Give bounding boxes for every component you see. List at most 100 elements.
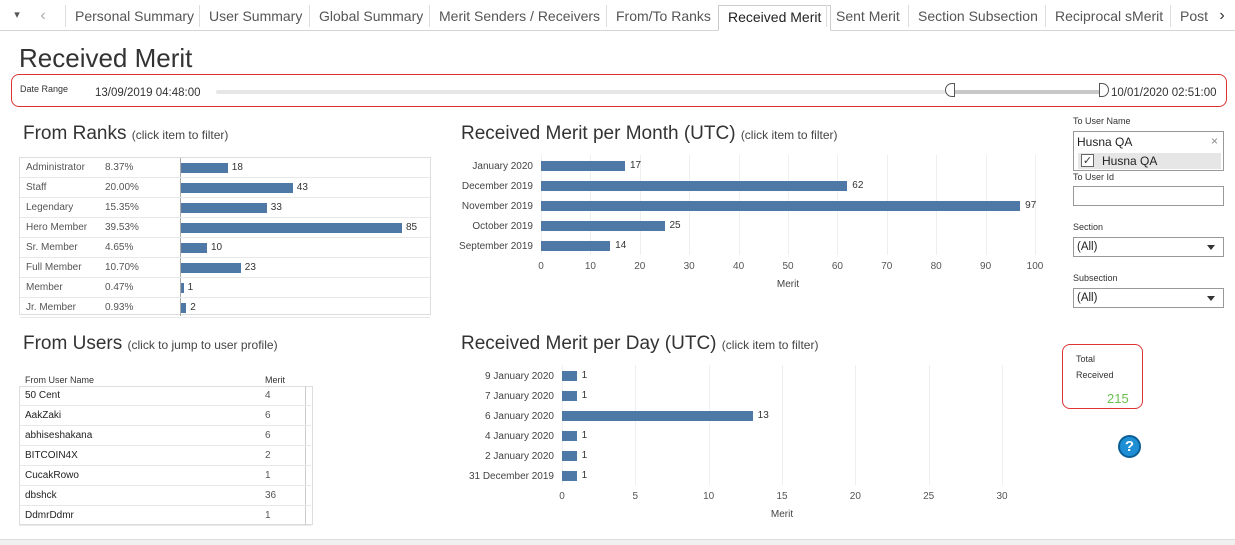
category-label[interactable]: September 2019 xyxy=(459,241,533,252)
bar[interactable] xyxy=(562,431,577,441)
rank-bar[interactable] xyxy=(181,223,402,233)
section-label: Section xyxy=(1073,222,1104,232)
bar[interactable] xyxy=(541,241,611,251)
rank-bar[interactable] xyxy=(181,203,267,213)
bar[interactable] xyxy=(562,451,577,461)
tab-user-summary[interactable]: User Summary xyxy=(199,5,311,27)
per-day-title: Received Merit per Day (UTC) (click item… xyxy=(461,333,818,355)
tab-global-summary[interactable]: Global Summary xyxy=(309,5,432,27)
bar[interactable] xyxy=(541,201,1021,211)
category-label[interactable]: 4 January 2020 xyxy=(485,431,554,442)
rank-row[interactable]: Hero Member 39.53% 85 xyxy=(20,218,430,238)
rank-row[interactable]: Jr. Member 0.93% 2 xyxy=(20,298,430,318)
bar[interactable] xyxy=(562,411,753,421)
tab-sent-merit[interactable]: Sent Merit xyxy=(826,5,909,27)
category-label[interactable]: 2 January 2020 xyxy=(485,451,554,462)
rank-bar[interactable] xyxy=(181,163,228,173)
category-label[interactable]: November 2019 xyxy=(461,201,533,212)
from-users-hint: (click to jump to user profile) xyxy=(127,338,278,352)
date-range-selection[interactable] xyxy=(950,90,1106,94)
rank-bar[interactable] xyxy=(181,243,207,253)
rank-row[interactable]: Legendary 15.35% 33 xyxy=(20,198,430,218)
x-tick-label: 30 xyxy=(683,261,695,272)
tab-prev-icon[interactable]: ‹ xyxy=(40,7,46,24)
category-label[interactable]: 6 January 2020 xyxy=(485,411,554,422)
rank-row[interactable]: Staff 20.00% 43 xyxy=(20,178,430,198)
data-label: 1 xyxy=(581,430,588,441)
category-label[interactable]: December 2019 xyxy=(461,181,533,192)
from-users-scrollbar[interactable] xyxy=(305,386,313,525)
table-row[interactable]: AakZaki 6 xyxy=(19,406,311,426)
bar[interactable] xyxy=(562,371,577,381)
x-tick-label: 15 xyxy=(776,491,788,502)
category-label[interactable]: 31 December 2019 xyxy=(468,471,554,482)
rank-row[interactable]: Member 0.47% 1 xyxy=(20,278,430,298)
user-name-link[interactable]: DdmrDdmr xyxy=(25,510,74,521)
user-name-link[interactable]: CucakRowo xyxy=(25,470,79,481)
help-icon[interactable]: ? xyxy=(1118,435,1141,458)
table-row[interactable]: dbshck 36 xyxy=(19,486,311,506)
to-user-option[interactable]: ✓ Husna QA xyxy=(1078,153,1221,169)
rank-bar[interactable] xyxy=(181,303,187,313)
to-user-name-filter[interactable]: Husna QA × ✓ Husna QA xyxy=(1073,131,1224,171)
rank-bar[interactable] xyxy=(181,283,184,293)
table-row[interactable]: BITCOIN4X 2 xyxy=(19,446,311,466)
rank-row[interactable]: Administrator 8.37% 18 xyxy=(20,158,430,178)
checkbox-checked-icon[interactable]: ✓ xyxy=(1081,154,1094,167)
rank-name: Member xyxy=(26,282,63,293)
data-label: 1 xyxy=(581,370,588,381)
tab-menu-icon[interactable]: ▾ xyxy=(14,9,20,21)
tab-received-merit[interactable]: Received Merit xyxy=(718,5,832,31)
page-title: Received Merit xyxy=(19,43,193,73)
from-users-title-text: From Users xyxy=(23,333,123,354)
rank-bar[interactable] xyxy=(181,183,293,193)
category-label[interactable]: 9 January 2020 xyxy=(485,371,554,382)
per-month-title: Received Merit per Month (UTC) (click it… xyxy=(461,123,838,145)
per-month-chart[interactable]: 0 10 20 30 40 50 60 70 80 90 100 January 2020 17 Dece… xyxy=(440,155,1060,305)
rank-bar[interactable] xyxy=(181,263,241,273)
tab-from-to-ranks[interactable]: From/To Ranks xyxy=(606,5,720,27)
category-label[interactable]: 7 January 2020 xyxy=(485,391,554,402)
user-name-link[interactable]: 50 Cent xyxy=(25,390,61,401)
user-name-link[interactable]: dbshck xyxy=(25,490,57,501)
subsection-value: (All) xyxy=(1077,292,1098,304)
table-row[interactable]: abhiseshakana 6 xyxy=(19,426,311,446)
data-label: 62 xyxy=(852,180,864,191)
tab-section-subsection[interactable]: Section Subsection xyxy=(908,5,1047,27)
bar[interactable] xyxy=(562,471,577,481)
to-user-id-input[interactable] xyxy=(1073,186,1224,206)
user-name-link[interactable]: BITCOIN4X xyxy=(25,450,78,461)
tab-personal-summary[interactable]: Personal Summary xyxy=(65,5,203,27)
gridline xyxy=(1035,155,1036,255)
tab-next-icon[interactable]: › xyxy=(1219,7,1225,24)
table-row[interactable]: DdmrDdmr 1 xyxy=(19,506,311,526)
user-name-link[interactable]: AakZaki xyxy=(25,410,62,421)
rank-row[interactable]: Full Member 10.70% 23 xyxy=(20,258,430,278)
per-day-chart[interactable]: 0 5 10 15 20 25 30 9 January 2020 1 7 January 202… xyxy=(440,365,1060,525)
bar[interactable] xyxy=(541,161,625,171)
bar[interactable] xyxy=(541,181,848,191)
total-received-card: Total Received 215 xyxy=(1062,344,1143,409)
table-row[interactable]: CucakRowo 1 xyxy=(19,466,311,486)
total-value: 215 xyxy=(1107,391,1129,406)
clear-icon[interactable]: × xyxy=(1210,134,1218,148)
category-label[interactable]: October 2019 xyxy=(472,221,533,232)
date-range-end-handle[interactable] xyxy=(1099,83,1109,97)
rank-pct: 10.70% xyxy=(105,262,139,273)
table-row[interactable]: 50 Cent 4 xyxy=(19,386,311,406)
category-label[interactable]: January 2020 xyxy=(472,161,533,172)
section-dropdown[interactable]: (All) xyxy=(1073,237,1224,257)
tab-reciprocal-smerit[interactable]: Reciprocal sMerit xyxy=(1045,5,1172,27)
bar[interactable] xyxy=(562,391,577,401)
bar[interactable] xyxy=(541,221,665,231)
user-name-link[interactable]: abhiseshakana xyxy=(25,430,93,441)
from-users-title: From Users (click to jump to user profil… xyxy=(23,333,278,355)
subsection-dropdown[interactable]: (All) xyxy=(1073,288,1224,308)
date-range-start-handle[interactable] xyxy=(945,83,955,97)
date-range-track[interactable] xyxy=(216,90,1106,94)
tab-merit-senders-receivers[interactable]: Merit Senders / Receivers xyxy=(429,5,609,27)
x-tick-label: 50 xyxy=(782,261,794,272)
tab-post[interactable]: Post xyxy=(1170,5,1217,27)
rank-row[interactable]: Sr. Member 4.65% 10 xyxy=(20,238,430,258)
to-user-name-input[interactable]: Husna QA xyxy=(1077,135,1133,149)
